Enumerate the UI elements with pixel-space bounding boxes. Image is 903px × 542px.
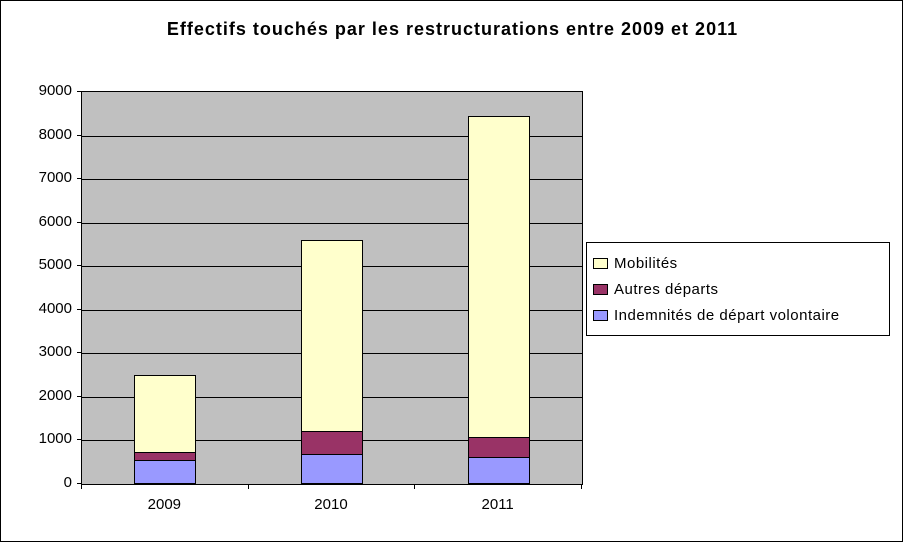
y-axis-tick bbox=[77, 352, 81, 354]
x-axis-label: 2009 bbox=[147, 496, 182, 513]
y-axis-tick bbox=[77, 265, 81, 267]
bar-stack-2011 bbox=[467, 115, 530, 484]
gridline bbox=[82, 222, 582, 224]
bar-segment bbox=[301, 239, 363, 432]
plot-area bbox=[81, 91, 583, 485]
y-axis-label: 1000 bbox=[38, 430, 72, 448]
y-axis-label: 6000 bbox=[38, 212, 72, 230]
bar-stack-2009 bbox=[134, 374, 197, 484]
y-axis-tick bbox=[77, 178, 81, 180]
legend-item: Mobilités bbox=[593, 250, 883, 276]
gridline bbox=[82, 179, 582, 181]
legend-label: Indemnités de départ volontaire bbox=[614, 306, 840, 324]
y-axis-label: 3000 bbox=[38, 343, 72, 361]
bar-segment bbox=[467, 115, 530, 439]
legend: Mobilités Autres départs Indemnités de dép… bbox=[586, 242, 890, 336]
legend-item: Autres départs bbox=[593, 276, 883, 302]
chart-title: Effectifs touchés par les restructuratio… bbox=[166, 19, 739, 39]
x-axis-tick bbox=[247, 484, 249, 489]
y-axis-label: 2000 bbox=[38, 386, 72, 404]
legend-swatch bbox=[593, 257, 608, 269]
bar-segment bbox=[467, 457, 530, 484]
x-axis-tick bbox=[414, 484, 416, 489]
y-axis-label: 0 bbox=[63, 474, 72, 491]
bar-segment bbox=[301, 453, 363, 484]
y-axis-label: 8000 bbox=[38, 125, 72, 143]
y-axis-label: 7000 bbox=[38, 169, 72, 187]
y-axis-label: 5000 bbox=[38, 256, 72, 274]
y-axis-tick bbox=[77, 221, 81, 223]
bar-segment bbox=[301, 430, 363, 455]
legend-item: Indemnités de départ volontaire bbox=[593, 302, 883, 328]
y-axis-tick bbox=[77, 308, 81, 310]
x-axis-tick bbox=[581, 484, 582, 489]
y-axis-tick bbox=[77, 134, 81, 136]
y-axis-label: 4000 bbox=[38, 299, 72, 317]
legend-swatch bbox=[593, 283, 608, 295]
x-axis-label: 2011 bbox=[481, 496, 514, 513]
y-axis-tick bbox=[77, 395, 81, 397]
x-axis-label: 2010 bbox=[314, 496, 348, 513]
bar-segment bbox=[134, 460, 197, 484]
x-axis-tick bbox=[81, 484, 82, 489]
y-axis-tick bbox=[77, 483, 81, 484]
bar-segment bbox=[467, 437, 530, 458]
y-axis-tick bbox=[77, 91, 81, 92]
bar-stack-2010 bbox=[301, 239, 363, 484]
bar-segment bbox=[134, 374, 197, 454]
gridline bbox=[82, 135, 582, 137]
y-axis-tick bbox=[77, 439, 81, 441]
legend-label: Mobilités bbox=[614, 254, 678, 272]
legend-label: Autres départs bbox=[614, 280, 719, 298]
legend-swatch bbox=[593, 309, 608, 321]
y-axis-label: 9000 bbox=[38, 82, 72, 99]
